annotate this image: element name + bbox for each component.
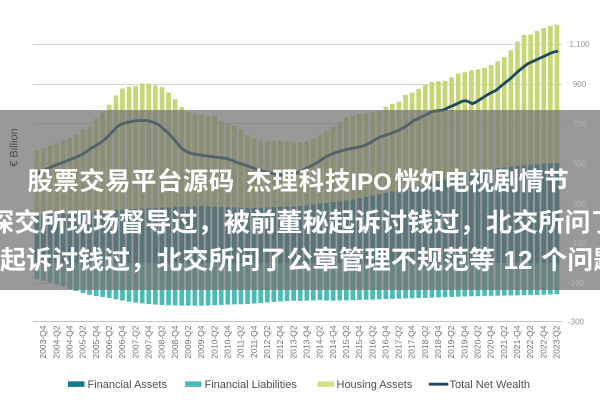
svg-text:700: 700 xyxy=(573,120,587,129)
svg-text:2010-Q2: 2010-Q2 xyxy=(209,325,219,358)
svg-text:Financial Liabilities: Financial Liabilities xyxy=(205,379,298,391)
svg-text:2004-Q2: 2004-Q2 xyxy=(51,325,61,358)
svg-text:Financial Assets: Financial Assets xyxy=(88,379,168,391)
svg-text:2014-Q4: 2014-Q4 xyxy=(328,325,338,358)
svg-text:2011-Q2: 2011-Q2 xyxy=(236,325,246,358)
svg-text:2016-Q4: 2016-Q4 xyxy=(380,325,390,358)
svg-text:2006-Q4: 2006-Q4 xyxy=(117,325,127,358)
svg-text:2013-Q4: 2013-Q4 xyxy=(301,325,311,358)
svg-text:Housing Assets: Housing Assets xyxy=(337,379,413,391)
svg-text:2016-Q2: 2016-Q2 xyxy=(367,325,377,358)
svg-text:2009-Q4: 2009-Q4 xyxy=(196,325,206,358)
svg-text:2012-Q2: 2012-Q2 xyxy=(262,325,272,358)
svg-text:2018-Q4: 2018-Q4 xyxy=(433,325,443,358)
svg-text:2003-Q4: 2003-Q4 xyxy=(38,325,48,358)
svg-text:2008-Q4: 2008-Q4 xyxy=(170,325,180,358)
svg-text:2013-Q2: 2013-Q2 xyxy=(288,325,298,358)
svg-text:2022-Q4: 2022-Q4 xyxy=(538,325,548,358)
svg-text:2021-Q4: 2021-Q4 xyxy=(512,325,522,358)
svg-text:2007-Q4: 2007-Q4 xyxy=(143,325,153,358)
svg-text:1,100: 1,100 xyxy=(569,40,590,49)
svg-text:900: 900 xyxy=(573,80,587,89)
svg-text:2005-Q2: 2005-Q2 xyxy=(78,325,88,358)
svg-text:2008-Q2: 2008-Q2 xyxy=(157,325,167,358)
svg-text:100: 100 xyxy=(573,239,587,248)
svg-text:2010-Q4: 2010-Q4 xyxy=(222,325,232,358)
svg-text:-300: -300 xyxy=(568,317,585,326)
svg-text:2012-Q4: 2012-Q4 xyxy=(275,325,285,358)
svg-text:12: 12 xyxy=(504,245,533,275)
svg-text:2009-Q2: 2009-Q2 xyxy=(183,325,193,358)
svg-text:2023-Q2: 2023-Q2 xyxy=(552,325,562,358)
svg-text:300: 300 xyxy=(573,199,587,208)
svg-text:2004-Q4: 2004-Q4 xyxy=(64,325,74,358)
svg-text:2021-Q2: 2021-Q2 xyxy=(499,325,509,358)
svg-text:2015-Q2: 2015-Q2 xyxy=(341,325,351,358)
svg-text:2006-Q2: 2006-Q2 xyxy=(104,325,114,358)
svg-text:2011-Q4: 2011-Q4 xyxy=(249,325,259,358)
svg-text:2014-Q2: 2014-Q2 xyxy=(315,325,325,358)
svg-text:2019-Q4: 2019-Q4 xyxy=(459,325,469,358)
svg-text:2017-Q4: 2017-Q4 xyxy=(407,325,417,358)
svg-text:2020-Q4: 2020-Q4 xyxy=(486,325,496,358)
svg-text:Total Net Wealth: Total Net Wealth xyxy=(450,379,531,391)
svg-text:€ Billion: € Billion xyxy=(9,128,21,167)
svg-text:500: 500 xyxy=(573,160,587,169)
svg-text:-100: -100 xyxy=(568,279,585,288)
svg-text:2007-Q2: 2007-Q2 xyxy=(130,325,140,358)
svg-text:2018-Q2: 2018-Q2 xyxy=(420,325,430,358)
svg-text:2022-Q2: 2022-Q2 xyxy=(525,325,535,358)
svg-text:2017-Q2: 2017-Q2 xyxy=(394,325,404,358)
svg-text:IPO: IPO xyxy=(351,169,392,196)
svg-text:2015-Q4: 2015-Q4 xyxy=(354,325,364,358)
svg-text:2005-Q4: 2005-Q4 xyxy=(91,325,101,358)
svg-text:2019-Q2: 2019-Q2 xyxy=(446,325,456,358)
svg-text:2020-Q2: 2020-Q2 xyxy=(473,325,483,358)
